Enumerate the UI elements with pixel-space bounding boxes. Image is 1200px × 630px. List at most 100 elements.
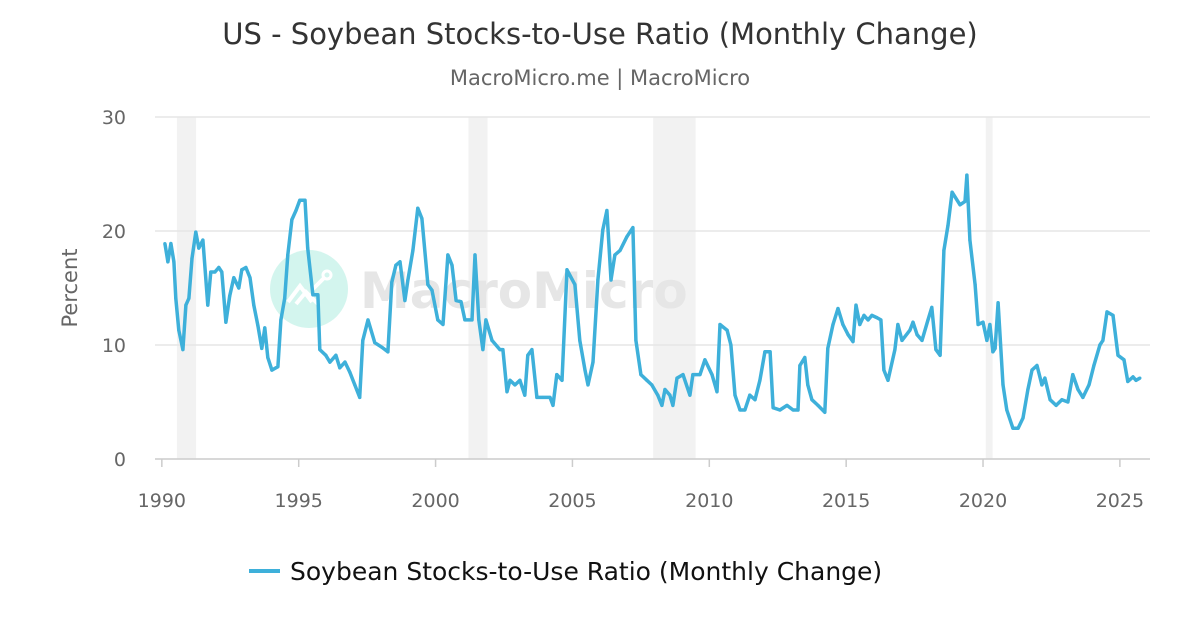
- data-point[interactable]: [618, 248, 622, 252]
- data-point[interactable]: [411, 248, 415, 252]
- data-point[interactable]: [213, 270, 217, 274]
- data-point[interactable]: [675, 376, 679, 380]
- data-point[interactable]: [1134, 378, 1138, 382]
- data-point[interactable]: [366, 318, 370, 322]
- data-point[interactable]: [963, 199, 967, 203]
- data-point[interactable]: [926, 318, 930, 322]
- data-point[interactable]: [477, 318, 481, 322]
- data-point[interactable]: [290, 218, 294, 222]
- data-point[interactable]: [583, 368, 587, 372]
- data-point[interactable]: [334, 353, 338, 357]
- data-point[interactable]: [276, 365, 280, 369]
- data-point[interactable]: [386, 350, 390, 354]
- data-point[interactable]: [991, 350, 995, 354]
- data-point[interactable]: [252, 303, 256, 307]
- data-point[interactable]: [791, 408, 795, 412]
- data-point[interactable]: [656, 393, 660, 397]
- data-point[interactable]: [454, 298, 458, 303]
- data-point[interactable]: [420, 216, 424, 221]
- data-point[interactable]: [771, 406, 775, 410]
- data-point[interactable]: [810, 398, 814, 402]
- data-point[interactable]: [950, 190, 954, 194]
- data-point[interactable]: [450, 263, 454, 267]
- data-point[interactable]: [823, 410, 827, 414]
- data-point[interactable]: [733, 393, 737, 397]
- data-point[interactable]: [228, 294, 232, 298]
- data-point[interactable]: [803, 355, 807, 360]
- data-point[interactable]: [1021, 416, 1025, 420]
- data-point[interactable]: [555, 373, 559, 377]
- data-point[interactable]: [1048, 398, 1052, 402]
- data-point[interactable]: [551, 403, 555, 408]
- data-point[interactable]: [240, 268, 244, 272]
- data-point[interactable]: [403, 298, 407, 303]
- data-point[interactable]: [490, 338, 494, 343]
- data-point[interactable]: [174, 296, 178, 300]
- data-point[interactable]: [753, 398, 757, 402]
- data-point[interactable]: [286, 253, 290, 257]
- data-point[interactable]: [942, 248, 946, 252]
- data-point[interactable]: [303, 198, 307, 202]
- data-point[interactable]: [668, 393, 672, 397]
- data-point[interactable]: [613, 253, 617, 257]
- data-point[interactable]: [484, 318, 488, 322]
- data-point[interactable]: [886, 378, 890, 382]
- data-point[interactable]: [968, 238, 972, 242]
- data-point[interactable]: [416, 206, 420, 210]
- data-point[interactable]: [996, 301, 1000, 305]
- data-point[interactable]: [573, 282, 577, 287]
- data-point[interactable]: [763, 350, 767, 354]
- data-point[interactable]: [729, 343, 733, 347]
- data-point[interactable]: [473, 253, 477, 257]
- data-point[interactable]: [163, 241, 167, 246]
- data-point[interactable]: [260, 346, 264, 351]
- data-point[interactable]: [639, 373, 643, 377]
- data-point[interactable]: [915, 333, 919, 337]
- data-point[interactable]: [361, 338, 365, 343]
- data-point[interactable]: [197, 246, 201, 250]
- data-point[interactable]: [920, 338, 924, 343]
- data-point[interactable]: [1105, 310, 1109, 314]
- data-point[interactable]: [220, 270, 224, 274]
- data-point[interactable]: [768, 350, 772, 354]
- data-point[interactable]: [879, 318, 883, 322]
- data-point[interactable]: [172, 260, 176, 264]
- data-point[interactable]: [306, 246, 310, 250]
- data-point[interactable]: [596, 278, 600, 282]
- data-point[interactable]: [1087, 383, 1091, 387]
- data-point[interactable]: [836, 306, 840, 311]
- data-point[interactable]: [217, 265, 221, 270]
- data-point[interactable]: [578, 338, 582, 343]
- data-point[interactable]: [513, 383, 517, 387]
- data-point[interactable]: [311, 293, 315, 297]
- data-point[interactable]: [691, 373, 695, 377]
- data-point[interactable]: [605, 208, 609, 213]
- data-point[interactable]: [568, 273, 572, 278]
- series-line[interactable]: [163, 173, 1141, 430]
- data-point[interactable]: [1043, 376, 1047, 380]
- data-point[interactable]: [930, 305, 934, 309]
- data-point[interactable]: [518, 378, 522, 382]
- data-point[interactable]: [988, 322, 992, 327]
- data-point[interactable]: [406, 278, 410, 282]
- data-point[interactable]: [535, 395, 539, 400]
- data-point[interactable]: [316, 293, 320, 297]
- data-point[interactable]: [530, 347, 534, 352]
- data-point[interactable]: [609, 278, 613, 282]
- data-point[interactable]: [498, 347, 502, 352]
- data-point[interactable]: [698, 373, 702, 377]
- data-point[interactable]: [206, 303, 210, 307]
- data-point[interactable]: [1030, 368, 1034, 372]
- data-point[interactable]: [541, 395, 545, 400]
- data-point[interactable]: [1098, 343, 1102, 347]
- data-point[interactable]: [896, 322, 900, 327]
- data-point[interactable]: [523, 393, 527, 397]
- data-point[interactable]: [248, 276, 252, 280]
- data-point[interactable]: [318, 347, 322, 352]
- data-point[interactable]: [981, 320, 985, 324]
- data-point[interactable]: [1026, 387, 1030, 392]
- data-point[interactable]: [938, 353, 942, 357]
- data-point[interactable]: [565, 268, 569, 272]
- data-point[interactable]: [625, 235, 629, 239]
- data-point[interactable]: [993, 346, 997, 351]
